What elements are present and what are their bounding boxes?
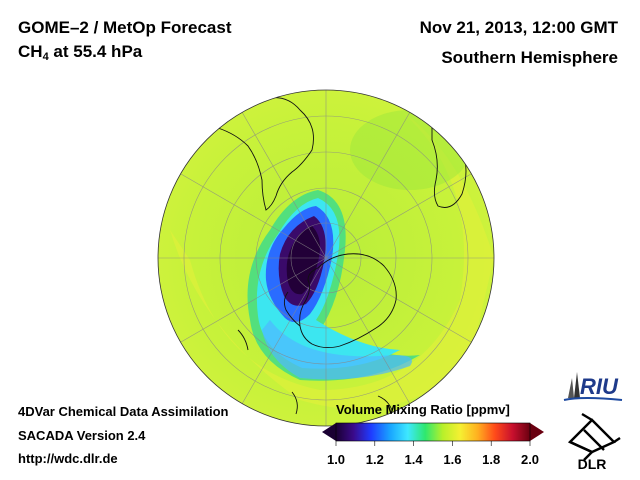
graticule (158, 90, 494, 426)
colorbar-max-arrow (530, 423, 544, 441)
dlr-logo: DLR (567, 412, 621, 472)
riu-logo: RIU (563, 372, 623, 401)
colorbar (322, 422, 544, 446)
species-level: at 55.4 hPa (48, 42, 143, 61)
colorbar-tick: 1.8 (482, 452, 501, 467)
species-subscript: 4 (42, 51, 49, 63)
colorbar-tick: 2.0 (520, 452, 540, 467)
colorbar-tick: 1.4 (404, 452, 423, 467)
colorbar-tick: 1.6 (443, 452, 462, 467)
product-title: GOME–2 / MetOp Forecast (18, 18, 232, 37)
colorbar-min-arrow (322, 423, 336, 441)
region-label: Southern Hemisphere (441, 48, 618, 67)
colorbar-tick: 1.2 (365, 452, 384, 467)
species-formula: CH (18, 42, 43, 61)
species-label: CH4 at 55.4 hPa (18, 42, 142, 63)
footer-url[interactable]: http://wdc.dlr.de (18, 451, 118, 466)
forecast-datetime: Nov 21, 2013, 12:00 GMT (419, 18, 618, 37)
footer-version: SACADA Version 2.4 (18, 428, 146, 443)
dlr-logo-text: DLR (578, 456, 607, 472)
globe-outline (157, 89, 495, 427)
colorbar-gradient (336, 423, 530, 441)
colorbar-tick: 1.0 (326, 452, 346, 467)
footer-assimilation: 4DVar Chemical Data Assimilation (18, 404, 229, 419)
riu-logo-text: RIU (580, 374, 619, 399)
colorbar-title: Volume Mixing Ratio [ppmv] (336, 402, 510, 417)
